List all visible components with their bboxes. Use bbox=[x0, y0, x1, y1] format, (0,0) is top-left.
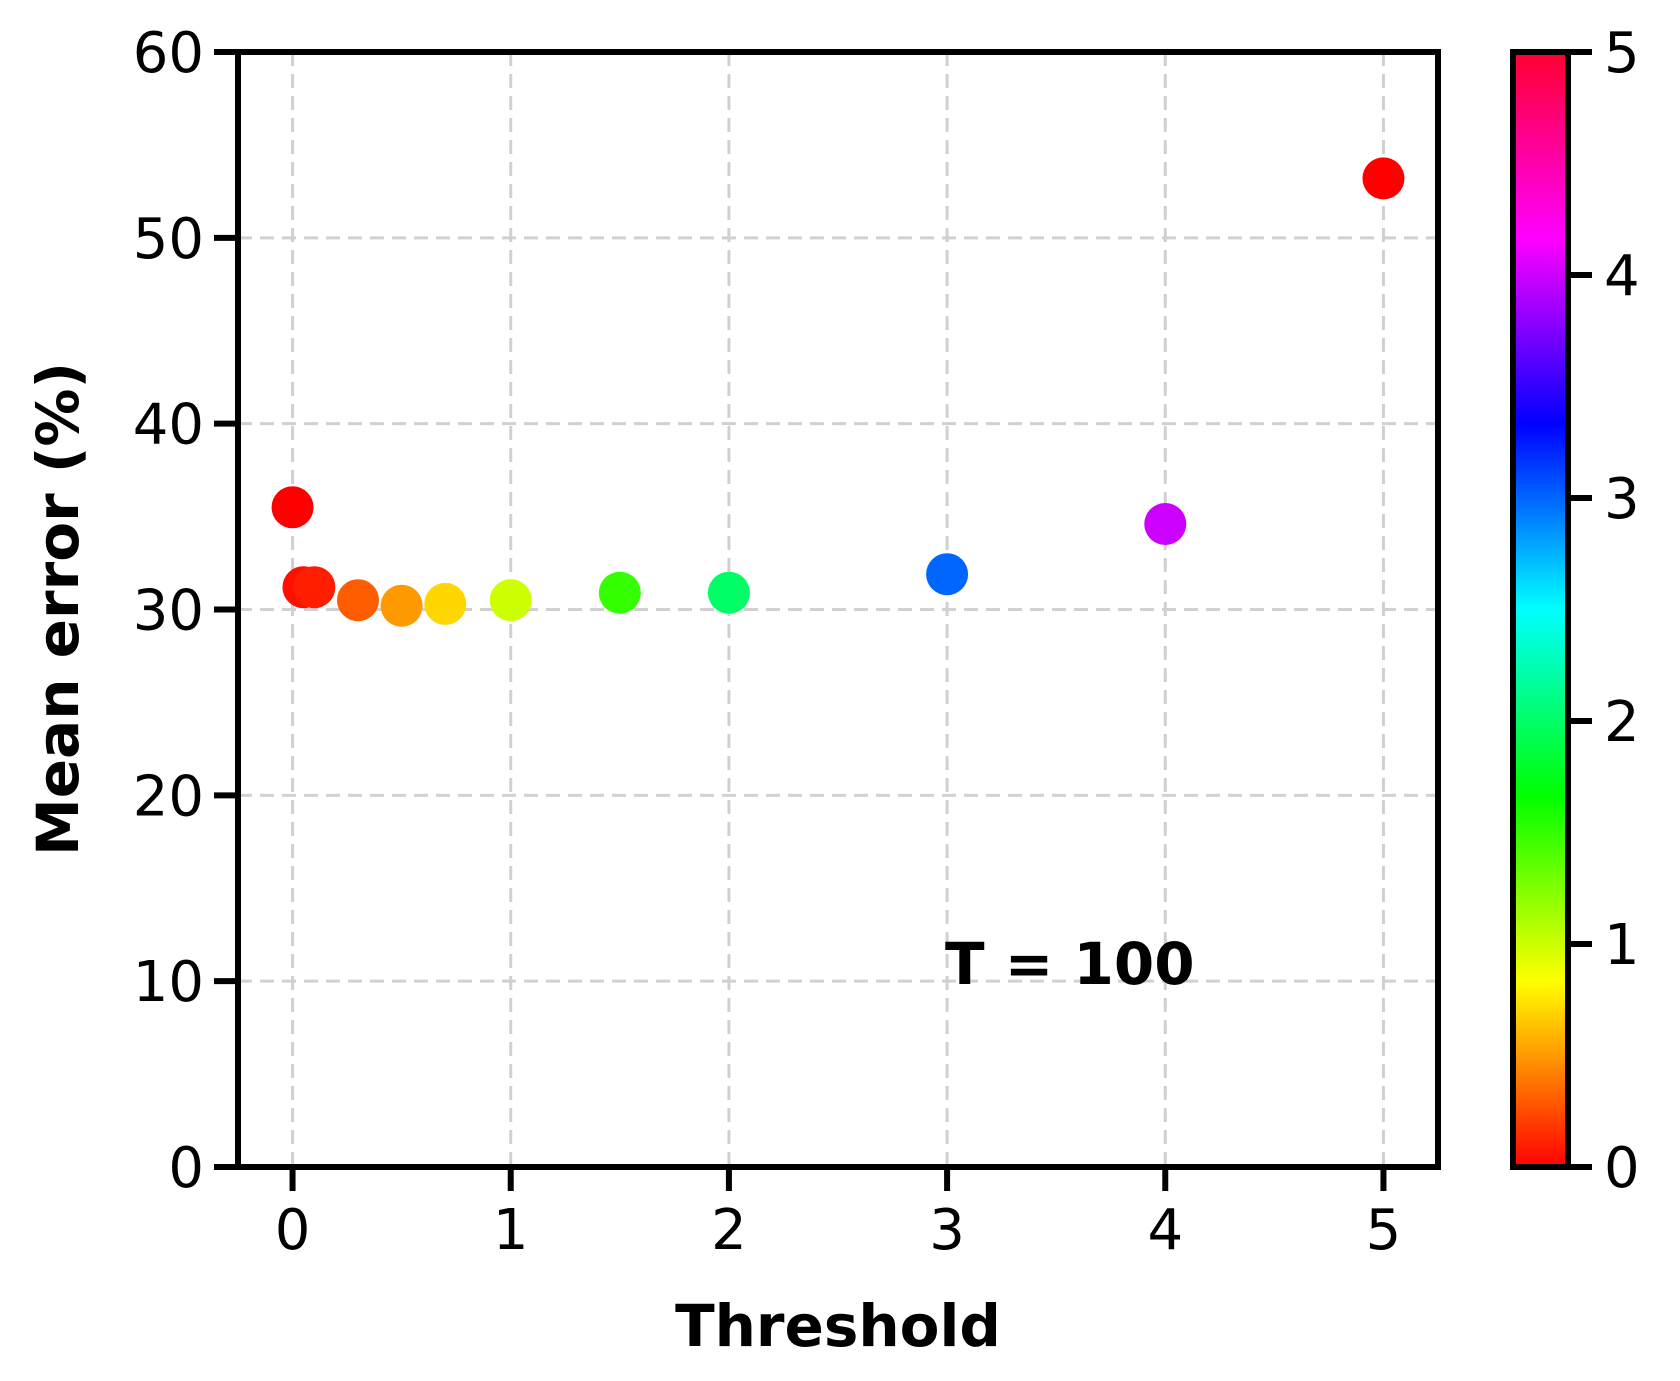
x-tick-label: 2 bbox=[711, 1198, 747, 1263]
colorbar-tick-label: 1 bbox=[1604, 913, 1640, 978]
y-tick-label: 10 bbox=[133, 950, 204, 1015]
y-tick-label: 30 bbox=[133, 579, 204, 644]
colorbar-tick-label: 3 bbox=[1604, 467, 1640, 532]
data-point bbox=[271, 486, 314, 529]
x-axis-ticks: 0 1 2 3 4 5 bbox=[275, 1167, 1402, 1263]
x-tick-label: 3 bbox=[929, 1198, 965, 1263]
x-axis-label: Threshold bbox=[675, 1292, 1001, 1360]
data-point bbox=[293, 566, 336, 609]
data-points bbox=[271, 157, 1405, 627]
y-tick-label: 20 bbox=[133, 764, 204, 829]
colorbar: 0 1 2 3 4 5 bbox=[1510, 21, 1640, 1201]
colorbar-ticks: 0 1 2 3 4 5 bbox=[1568, 21, 1640, 1201]
data-point bbox=[1362, 157, 1405, 200]
annotation-label: T = 100 bbox=[945, 930, 1195, 998]
x-tick-label: 4 bbox=[1147, 1198, 1183, 1263]
colorbar-tick-label: 0 bbox=[1604, 1136, 1640, 1201]
x-tick-label: 5 bbox=[1366, 1198, 1402, 1263]
x-tick-label: 1 bbox=[493, 1198, 529, 1263]
data-point bbox=[337, 579, 379, 622]
data-point bbox=[598, 571, 641, 614]
x-tick-label: 0 bbox=[275, 1198, 311, 1263]
y-tick-label: 50 bbox=[133, 207, 204, 272]
y-axis-label: Mean error (%) bbox=[24, 362, 92, 856]
y-tick-label: 0 bbox=[168, 1136, 204, 1201]
data-point bbox=[926, 553, 969, 596]
colorbar-tick-label: 4 bbox=[1604, 244, 1640, 309]
data-point bbox=[489, 579, 532, 622]
data-point bbox=[707, 571, 750, 614]
data-point bbox=[424, 582, 467, 625]
colorbar-tick-label: 2 bbox=[1604, 690, 1640, 755]
data-point bbox=[1144, 503, 1187, 546]
y-tick-label: 60 bbox=[133, 21, 204, 86]
colorbar-gradient bbox=[1510, 49, 1571, 1170]
y-tick-label: 40 bbox=[133, 393, 204, 458]
y-axis-ticks: 0 10 20 30 40 50 60 bbox=[133, 21, 238, 1201]
data-point bbox=[380, 584, 423, 627]
colorbar-tick-label: 5 bbox=[1604, 21, 1640, 86]
